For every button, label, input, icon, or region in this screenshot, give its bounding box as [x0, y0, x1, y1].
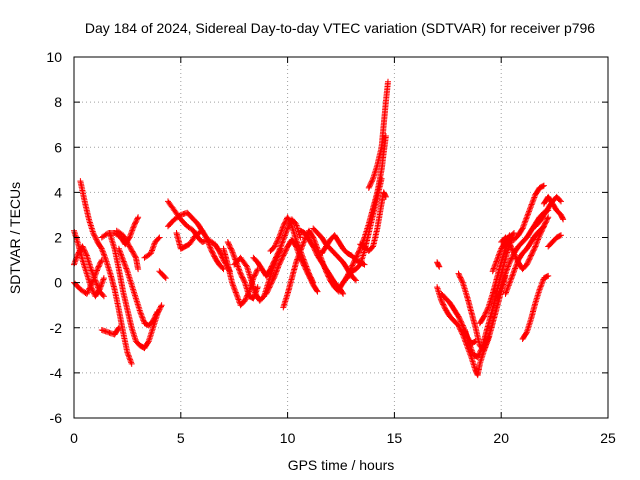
y-tick-label: 2: [54, 230, 62, 246]
series-arc-8: [115, 245, 161, 329]
x-axis-label: GPS time / hours: [288, 457, 395, 473]
y-tick-label: 8: [54, 94, 62, 110]
data-marker-group: [113, 227, 142, 273]
series-arc-10: [141, 234, 163, 261]
series-arc-39: [519, 272, 552, 342]
data-marker-group: [545, 232, 564, 250]
data-marker-group: [365, 78, 391, 191]
y-tick-label: 10: [46, 49, 62, 65]
series-arc-15: [220, 245, 261, 309]
y-tick-label: 0: [54, 275, 62, 291]
data-marker-group: [115, 245, 161, 329]
series-arc-4: [77, 178, 135, 367]
series-arc-29: [434, 259, 443, 270]
data-marker-group: [77, 178, 135, 367]
data-marker-group: [220, 245, 261, 309]
y-tick-label: 4: [54, 184, 62, 200]
x-tick-labels: 0 5 10 15 20 25: [70, 430, 616, 446]
data-marker-group: [98, 324, 122, 338]
y-tick-label: -6: [50, 410, 63, 426]
data-points: [71, 78, 567, 379]
data-marker-group: [357, 189, 389, 254]
series-arc-38: [502, 223, 547, 297]
series-arc-6: [98, 214, 142, 248]
series-arc-11: [156, 268, 169, 282]
data-marker-group: [519, 272, 552, 342]
series-arc-14: [173, 227, 206, 252]
data-marker-group: [165, 209, 227, 273]
series-arc-5: [98, 324, 122, 338]
x-tick-label: 5: [177, 430, 185, 446]
data-marker-group: [434, 259, 443, 270]
x-tick-label: 10: [280, 430, 296, 446]
y-axis-label: SDTVAR / TECUs: [7, 182, 23, 294]
series-arc-28: [357, 189, 389, 254]
x-tick-label: 25: [600, 430, 616, 446]
series-arc-27: [365, 78, 391, 191]
x-tick-label: 15: [387, 430, 403, 446]
series-arc-13: [165, 209, 227, 273]
data-marker-group: [141, 234, 163, 261]
x-tick-label: 0: [70, 430, 78, 446]
y-tick-labels: -6 -4 -2 0 2 4 6 8 10: [46, 49, 62, 426]
y-tick-label: 6: [54, 139, 62, 155]
series-arc-42: [545, 232, 564, 250]
y-tick-label: -2: [50, 320, 63, 336]
axis-ticks: [73, 56, 609, 419]
data-marker-group: [156, 268, 169, 282]
chart-title: Day 184 of 2024, Sidereal Day-to-day VTE…: [85, 20, 595, 36]
series-arc-9: [113, 227, 142, 273]
y-tick-label: -4: [50, 365, 63, 381]
data-marker-group: [540, 193, 567, 223]
series-arc-41: [540, 193, 567, 223]
x-tick-label: 20: [493, 430, 509, 446]
data-marker-group: [173, 227, 206, 252]
data-marker-group: [502, 223, 547, 297]
data-marker-group: [98, 214, 142, 248]
